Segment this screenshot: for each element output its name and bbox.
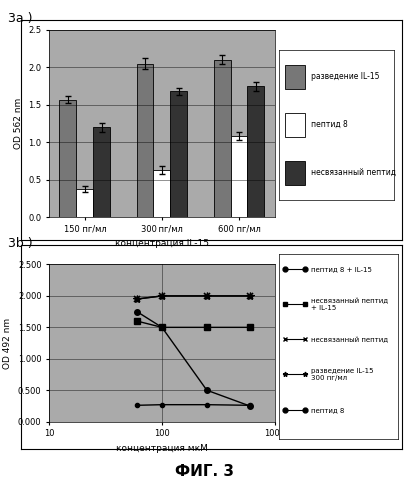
несвязанный пептид: [159, 293, 164, 299]
Y-axis label: OD 492 nm: OD 492 nm: [3, 317, 12, 369]
разведение IL-15
300 пг/мл: [204, 293, 209, 299]
Line: несвязанный пептид: несвязанный пептид: [133, 292, 252, 302]
Bar: [136, 64, 153, 217]
разведение IL-15
300 пг/мл: [134, 296, 139, 302]
Text: несвязанный пептид: несвязанный пептид: [310, 336, 387, 343]
Line: пептид 8: пептид 8: [135, 403, 251, 407]
Text: разведение IL-15
300 пг/мл: разведение IL-15 300 пг/мл: [310, 368, 373, 381]
несвязанный пептид: [247, 293, 252, 299]
Y-axis label: OD 562 nm: OD 562 nm: [14, 98, 23, 149]
FancyBboxPatch shape: [284, 65, 304, 89]
Bar: [247, 86, 264, 217]
несвязанный пептид
+ IL-15: [134, 318, 139, 324]
Line: разведение IL-15
300 пг/мл: разведение IL-15 300 пг/мл: [133, 292, 253, 303]
Bar: [59, 100, 76, 217]
Text: 3b ): 3b ): [8, 237, 33, 250]
Bar: [213, 60, 230, 217]
пептид 8: [247, 402, 252, 408]
Line: несвязанный пептид
+ IL-15: несвязанный пептид + IL-15: [134, 318, 252, 330]
FancyBboxPatch shape: [284, 161, 304, 185]
Bar: [153, 170, 170, 217]
Text: ФИГ. 3: ФИГ. 3: [175, 464, 234, 479]
разведение IL-15
300 пг/мл: [247, 293, 252, 299]
разведение IL-15
300 пг/мл: [159, 293, 164, 299]
FancyBboxPatch shape: [284, 113, 304, 137]
Bar: [230, 136, 247, 217]
несвязанный пептид
+ IL-15: [204, 324, 209, 330]
несвязанный пептид
+ IL-15: [159, 324, 164, 330]
пептид 8: [159, 402, 164, 408]
пептид 8 + IL-15: [134, 308, 139, 315]
Text: несвязанный пептид: несвязанный пептид: [310, 168, 395, 177]
пептид 8: [134, 402, 139, 408]
Bar: [93, 127, 110, 217]
Bar: [170, 91, 187, 217]
пептид 8 + IL-15: [247, 403, 252, 409]
Text: пептид 8: пептид 8: [310, 120, 347, 129]
несвязанный пептид: [134, 296, 139, 302]
Text: пептид 8: пептид 8: [310, 407, 344, 413]
Bar: [76, 189, 93, 217]
X-axis label: концентрация IL-15: концентрация IL-15: [115, 239, 209, 249]
X-axis label: концентрация мкМ: концентрация мкМ: [116, 444, 207, 453]
Text: несвязанный пептид
+ IL-15: несвязанный пептид + IL-15: [310, 297, 387, 311]
несвязанный пептид: [204, 293, 209, 299]
Text: 3а ): 3а ): [8, 12, 33, 25]
пептид 8 + IL-15: [204, 387, 209, 393]
пептид 8: [204, 402, 209, 408]
Text: разведение IL-15: разведение IL-15: [310, 72, 378, 81]
несвязанный пептид
+ IL-15: [247, 324, 252, 330]
Text: пептид 8 + IL-15: пептид 8 + IL-15: [310, 266, 371, 272]
пептид 8 + IL-15: [159, 324, 164, 330]
Line: пептид 8 + IL-15: пептид 8 + IL-15: [134, 309, 252, 409]
